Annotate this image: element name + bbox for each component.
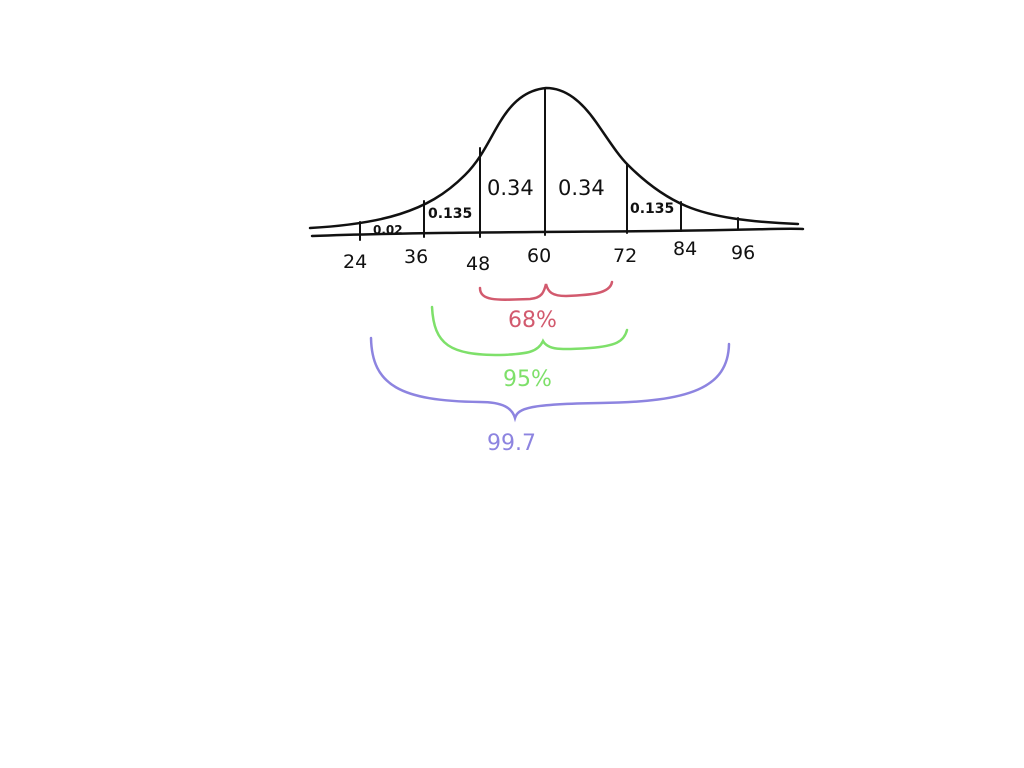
area-label-left-tail: 0.02 (373, 223, 403, 237)
tick-label-36: 36 (404, 246, 428, 268)
tick-label-84: 84 (673, 238, 697, 260)
bracket-label-95: 95% (503, 367, 552, 392)
tick-label-48: 48 (466, 253, 490, 275)
tick-label-72: 72 (613, 245, 637, 267)
area-label-left-center: 0.34 (487, 176, 534, 200)
tick-label-60: 60 (527, 245, 551, 267)
area-label-left-mid: 0.135 (428, 206, 472, 222)
area-label-right-mid: 0.135 (630, 201, 674, 217)
x-axis-line (310, 227, 805, 238)
tick-label-24: 24 (343, 251, 367, 273)
bracket-68 (478, 280, 614, 301)
bracket-label-68: 68% (508, 308, 557, 333)
bell-curve (308, 86, 800, 230)
area-label-right-center: 0.34 (558, 176, 605, 200)
bracket-99-7 (369, 336, 731, 423)
bracket-95 (430, 305, 629, 357)
bracket-label-99-7: 99.7 (487, 431, 536, 456)
tick-label-96: 96 (731, 242, 755, 264)
